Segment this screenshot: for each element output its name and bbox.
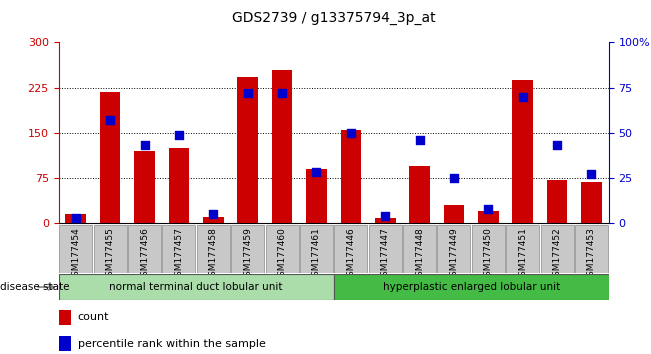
Point xyxy=(518,94,528,99)
Point xyxy=(105,117,115,123)
Text: GSM177461: GSM177461 xyxy=(312,227,321,282)
FancyBboxPatch shape xyxy=(94,225,127,273)
Text: GSM177460: GSM177460 xyxy=(277,227,286,282)
Text: GSM177450: GSM177450 xyxy=(484,227,493,282)
Text: hyperplastic enlarged lobular unit: hyperplastic enlarged lobular unit xyxy=(383,282,560,292)
FancyBboxPatch shape xyxy=(368,225,402,273)
Bar xyxy=(59,310,71,325)
Bar xyxy=(340,130,361,223)
FancyBboxPatch shape xyxy=(472,225,505,273)
Text: GSM177449: GSM177449 xyxy=(449,227,458,282)
Point xyxy=(70,215,81,221)
Bar xyxy=(512,80,533,223)
Text: GSM177455: GSM177455 xyxy=(105,227,115,282)
Bar xyxy=(547,180,568,223)
Text: GSM177459: GSM177459 xyxy=(243,227,252,282)
Bar xyxy=(444,205,464,223)
Bar xyxy=(238,78,258,223)
Text: GDS2739 / g13375794_3p_at: GDS2739 / g13375794_3p_at xyxy=(232,11,436,25)
Point xyxy=(380,213,391,219)
Text: GSM177453: GSM177453 xyxy=(587,227,596,282)
FancyBboxPatch shape xyxy=(128,225,161,273)
FancyBboxPatch shape xyxy=(231,225,264,273)
Bar xyxy=(100,92,120,223)
FancyBboxPatch shape xyxy=(540,225,574,273)
Point xyxy=(587,171,597,177)
Bar xyxy=(478,211,499,223)
FancyBboxPatch shape xyxy=(300,225,333,273)
FancyBboxPatch shape xyxy=(59,274,333,300)
Bar xyxy=(375,218,396,223)
FancyBboxPatch shape xyxy=(197,225,230,273)
Point xyxy=(208,211,219,217)
FancyBboxPatch shape xyxy=(162,225,195,273)
Bar xyxy=(581,182,602,223)
FancyBboxPatch shape xyxy=(403,225,436,273)
Point xyxy=(415,137,425,143)
Point xyxy=(242,90,253,96)
Bar xyxy=(66,214,86,223)
Point xyxy=(311,170,322,175)
Text: count: count xyxy=(78,312,109,322)
FancyBboxPatch shape xyxy=(575,225,608,273)
Bar xyxy=(271,70,292,223)
FancyBboxPatch shape xyxy=(59,225,92,273)
FancyBboxPatch shape xyxy=(335,225,367,273)
Text: GSM177452: GSM177452 xyxy=(553,227,562,282)
FancyBboxPatch shape xyxy=(333,274,609,300)
FancyBboxPatch shape xyxy=(437,225,471,273)
Text: GSM177448: GSM177448 xyxy=(415,227,424,282)
FancyBboxPatch shape xyxy=(506,225,539,273)
Bar xyxy=(409,166,430,223)
Point xyxy=(449,175,459,181)
Text: GSM177451: GSM177451 xyxy=(518,227,527,282)
Bar xyxy=(169,148,189,223)
Text: GSM177447: GSM177447 xyxy=(381,227,390,282)
Bar xyxy=(134,151,155,223)
Bar xyxy=(203,217,224,223)
Text: percentile rank within the sample: percentile rank within the sample xyxy=(78,339,266,349)
Point xyxy=(174,132,184,137)
Text: disease state: disease state xyxy=(0,282,70,292)
Text: GSM177458: GSM177458 xyxy=(209,227,218,282)
FancyBboxPatch shape xyxy=(266,225,299,273)
Text: GSM177446: GSM177446 xyxy=(346,227,355,282)
Point xyxy=(346,130,356,136)
Point xyxy=(483,206,493,211)
Text: GSM177457: GSM177457 xyxy=(174,227,184,282)
Bar xyxy=(306,169,327,223)
Point xyxy=(139,143,150,148)
Text: normal terminal duct lobular unit: normal terminal duct lobular unit xyxy=(109,282,283,292)
Point xyxy=(552,143,562,148)
Point xyxy=(277,90,287,96)
Text: GSM177456: GSM177456 xyxy=(140,227,149,282)
Bar xyxy=(59,336,71,351)
Text: GSM177454: GSM177454 xyxy=(71,227,80,282)
